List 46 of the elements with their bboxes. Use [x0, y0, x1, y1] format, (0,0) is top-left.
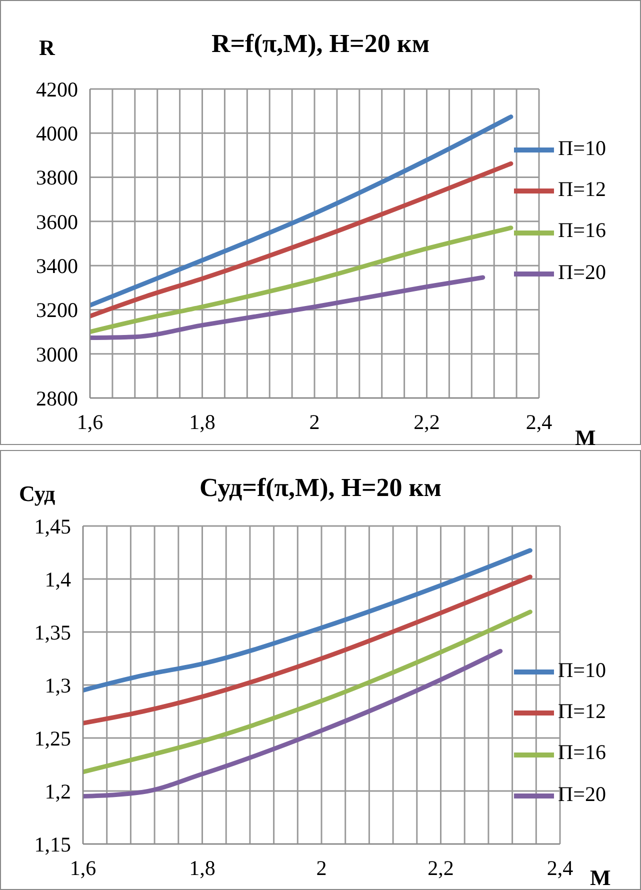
- legend-label: П=20: [558, 260, 606, 284]
- x-tick-label: 2,2: [428, 856, 454, 880]
- line-series: [83, 548, 532, 693]
- y-tick-label: 3800: [36, 166, 78, 190]
- legend-label: П=10: [558, 136, 606, 160]
- legend-label: П=10: [558, 658, 606, 682]
- y-tick-label: 2800: [36, 386, 78, 410]
- y-tick-label: 1,25: [34, 726, 71, 750]
- x-axis-title: M: [575, 424, 596, 450]
- x-tick-label: 2,2: [414, 410, 440, 434]
- legend-label: П=12: [558, 699, 606, 724]
- chart-title: Суд=f(π,M), H=20 км: [200, 473, 442, 502]
- line-series: [83, 648, 503, 799]
- chart-title: R=f(π,M), H=20 км: [211, 29, 430, 58]
- line-series: [90, 161, 514, 318]
- line-series: [90, 114, 514, 308]
- y-axis-title: Суд: [19, 481, 56, 507]
- legend-label: П=16: [558, 218, 606, 242]
- y-tick-label: 3200: [36, 298, 78, 322]
- x-tick-label: 2: [316, 856, 327, 880]
- x-tick-label: 1,8: [189, 856, 216, 880]
- x-tick-label: 1,8: [189, 410, 216, 434]
- y-tick-label: 1,3: [44, 673, 71, 698]
- line-series: [83, 574, 532, 726]
- y-axis-title: R: [39, 35, 55, 61]
- x-tick-label: 2: [309, 410, 320, 434]
- y-tick-label: 1,35: [34, 620, 71, 644]
- y-tick-label: 4200: [36, 77, 78, 102]
- x-tick-label: 2,4: [526, 410, 553, 434]
- y-tick-label: 3600: [36, 210, 78, 234]
- y-tick-label: 3400: [36, 254, 78, 278]
- y-tick-label: 1,45: [34, 514, 71, 538]
- x-tick-label: 1,6: [76, 410, 104, 434]
- y-tick-label: 1,2: [44, 779, 71, 804]
- x-tick-label: 1,6: [70, 856, 96, 880]
- legend-label: П=20: [558, 782, 606, 806]
- y-tick-label: 3000: [36, 342, 78, 366]
- line-series: [90, 275, 486, 340]
- legend-label: П=16: [558, 740, 606, 764]
- x-axis-title: M: [590, 864, 611, 890]
- line-series: [83, 610, 532, 774]
- y-tick-label: 1,15: [34, 832, 71, 856]
- y-tick-label: 4000: [36, 122, 78, 146]
- y-tick-label: 1,4: [44, 567, 72, 592]
- x-tick-label: 2,4: [546, 856, 574, 880]
- legend-label: П=12: [558, 177, 606, 202]
